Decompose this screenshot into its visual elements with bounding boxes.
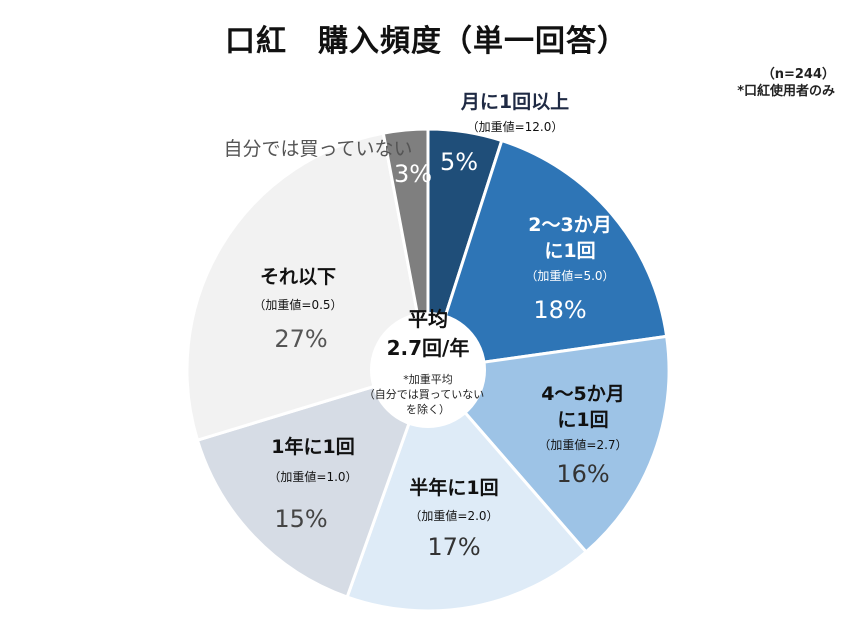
slice-weight-label: （加重値=2.7）	[538, 437, 627, 452]
slice-percent-label: 5%	[440, 148, 478, 176]
slice-percent-label: 18%	[533, 296, 586, 324]
slice-name-label: 4～5か月	[541, 383, 624, 405]
slice-name-label: 半年に1回	[409, 476, 498, 499]
pie-slices	[185, 127, 671, 613]
slice-percent-label: 16%	[556, 460, 609, 488]
pie-slice	[185, 131, 430, 443]
slice-weight-label: （加重値=1.0）	[268, 469, 357, 484]
slice-weight-label: （加重値=5.0）	[525, 268, 614, 283]
pie-slice	[425, 334, 671, 555]
center-label: 平均 2.7回/年 *加重平均 （自分では買っていない を除く）	[364, 307, 484, 416]
slice-weight-label: （加重値=2.0）	[409, 508, 498, 523]
sample-note: （n=244） *口紅使用者のみ	[737, 66, 835, 100]
slice-weight-label: （加重値=0.5）	[253, 297, 342, 312]
slice-percent-label: 3%	[394, 160, 432, 188]
slice-percent-label: 27%	[274, 325, 327, 353]
slice-name-label: 2～3か月	[528, 214, 611, 236]
chart-title: 口紅 購入頻度（単一回答）	[225, 24, 628, 59]
slice-percent-label: 15%	[274, 505, 327, 533]
center-label-line1: 平均	[408, 307, 448, 331]
slice-weight-label: （加重値=12.0）	[467, 119, 564, 134]
center-note-2: （自分では買っていない	[364, 388, 484, 401]
pie-slice	[425, 138, 669, 372]
sample-scope: *口紅使用者のみ	[737, 84, 835, 99]
center-note-3: を除く）	[406, 402, 450, 416]
pie-slice	[381, 127, 430, 371]
slice-name-label: に1回	[557, 409, 608, 431]
pie-slice	[195, 367, 431, 599]
slice-name-label: に1回	[544, 240, 595, 262]
slice-name-label: 自分では買っていない	[223, 138, 412, 160]
slice-name-label: それ以下	[260, 266, 336, 288]
slice-name-label: 月に1回以上	[460, 91, 569, 113]
slice-percent-label: 17%	[427, 533, 480, 561]
center-average: 2.7回/年	[387, 336, 470, 360]
slice-name-label: 1年に1回	[271, 435, 354, 458]
center-note-1: *加重平均	[403, 372, 453, 386]
center-hole	[370, 312, 486, 428]
sample-size: （n=244）	[761, 67, 835, 82]
